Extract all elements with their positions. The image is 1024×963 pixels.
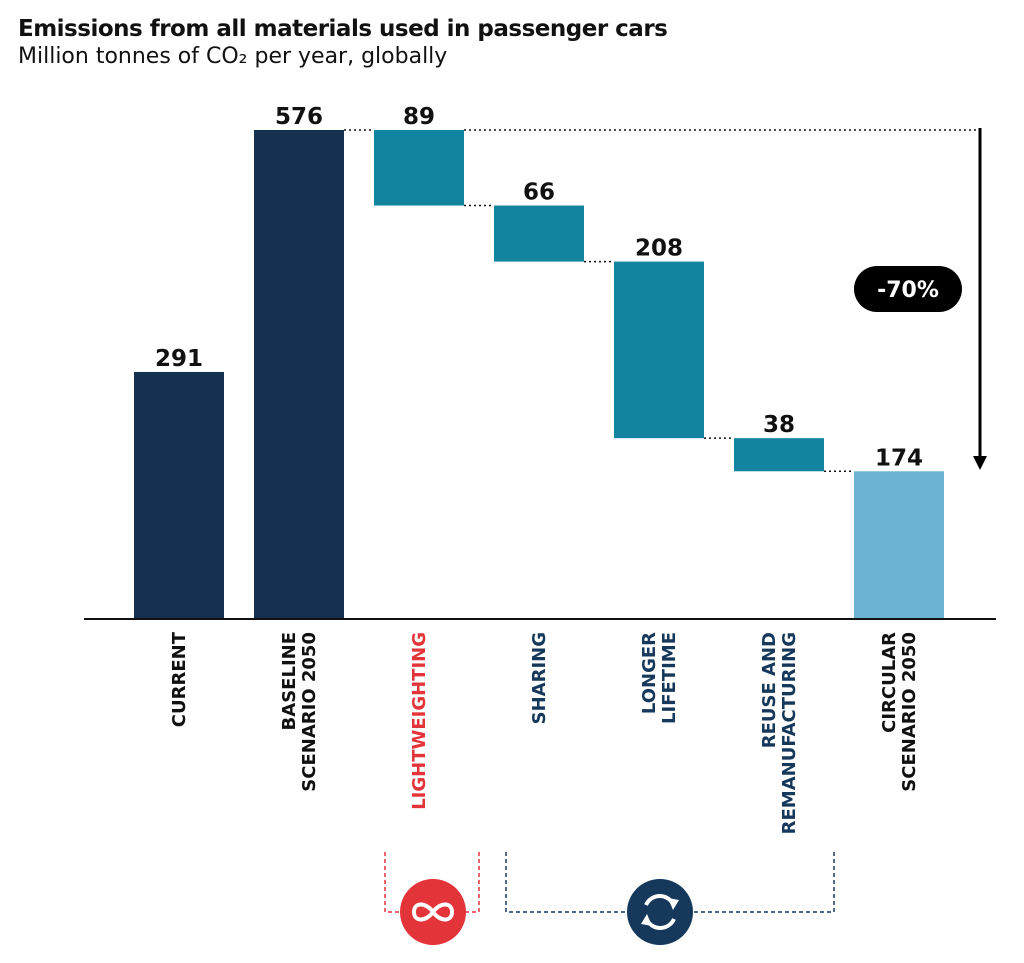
value-label-reuse-and-remanufacturing: 38 (763, 412, 795, 438)
category-label-lightweighting: LIGHTWEIGHTING (409, 632, 430, 810)
value-label-baseline-scenario-2050: 576 (275, 104, 323, 130)
bar-current (134, 371, 224, 619)
bar-circular-scenario-2050 (854, 471, 944, 619)
chart-title: Emissions from all materials used in pas… (18, 16, 668, 42)
bar-lightweighting (374, 130, 464, 206)
value-label-current: 291 (155, 346, 203, 372)
bar-baseline-scenario-2050 (254, 130, 344, 619)
infinity-icon (400, 879, 466, 945)
bar-sharing (494, 205, 584, 262)
chart-subtitle: Million tonnes of CO₂ per year, globally (18, 44, 448, 69)
value-label-lightweighting: 89 (403, 104, 435, 130)
bars-group (134, 130, 944, 619)
svg-text:CIRCULARSCENARIO 2050: CIRCULARSCENARIO 2050 (879, 632, 920, 792)
circular-arrows-icon (627, 879, 693, 945)
value-labels-group: 291 576 89 66 208 38 174 (155, 104, 923, 471)
bar-longer-lifetime (614, 261, 704, 439)
reduction-arrowhead (973, 456, 987, 470)
category-label-sharing: SHARING (529, 632, 550, 724)
svg-text:LIGHTWEIGHTING: LIGHTWEIGHTING (409, 632, 430, 810)
reduction-label: -70% (877, 278, 939, 303)
category-label-circular-scenario-2050: CIRCULARSCENARIO 2050 (879, 632, 920, 792)
connector-lines (344, 129, 980, 473)
svg-text:SHARING: SHARING (529, 632, 550, 724)
reduction-badge (854, 266, 962, 312)
lightweighting-bracket (384, 852, 480, 913)
svg-text:LONGERLIFETIME: LONGERLIFETIME (639, 632, 680, 724)
reduction-annotation: -70% (854, 128, 987, 470)
svg-text:REUSE ANDREMANUFACTURING: REUSE ANDREMANUFACTURING (759, 632, 800, 834)
value-label-longer-lifetime: 208 (635, 236, 683, 262)
value-label-circular-scenario-2050: 174 (875, 445, 923, 471)
category-label-reuse-and-remanufacturing: REUSE ANDREMANUFACTURING (759, 632, 800, 834)
svg-text:CURRENT: CURRENT (169, 631, 190, 727)
category-labels-group: CURRENT BASELINESCENARIO 2050 LIGHTWEIGHTI… (169, 631, 920, 834)
category-label-current: CURRENT (169, 631, 190, 727)
category-label-baseline-scenario-2050: BASELINESCENARIO 2050 (279, 632, 320, 792)
svg-text:BASELINESCENARIO 2050: BASELINESCENARIO 2050 (279, 632, 320, 792)
value-label-sharing: 66 (523, 180, 555, 206)
bar-reuse-and-remanufacturing (734, 438, 824, 472)
category-label-longer-lifetime: LONGERLIFETIME (639, 632, 680, 724)
circular-strategies-bracket (505, 852, 835, 913)
